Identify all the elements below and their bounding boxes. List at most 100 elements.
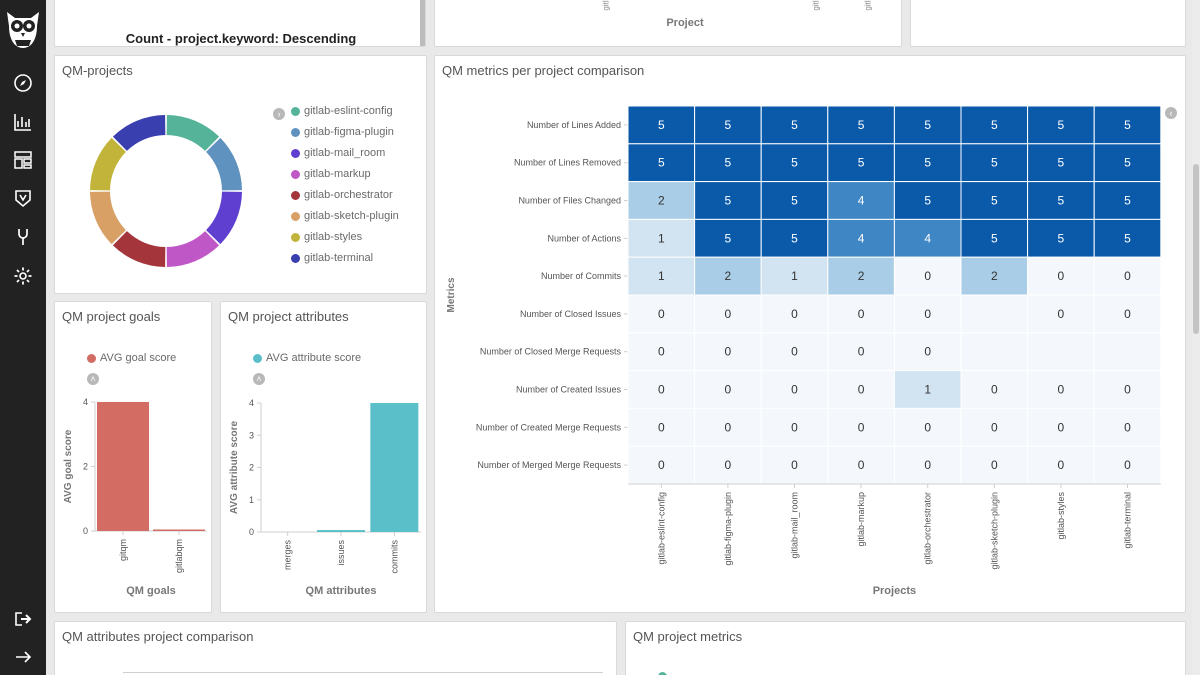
heatmap-cell xyxy=(960,181,1029,220)
x-tick-label: commits xyxy=(389,540,399,574)
heatmap-cell xyxy=(627,181,696,220)
legend-dot-icon xyxy=(291,232,300,242)
row-label: Number of Lines Removed xyxy=(514,158,621,168)
legend-dot-icon xyxy=(291,190,300,200)
cell-value: 5 xyxy=(1058,118,1065,132)
heatmap-cell xyxy=(760,256,829,296)
page-scrollbar[interactable] xyxy=(1192,0,1200,675)
cell-value: 5 xyxy=(658,156,665,170)
column-label: gitlab-mail_room xyxy=(790,492,800,559)
heatmap-cell xyxy=(760,105,829,145)
logout-icon[interactable] xyxy=(0,600,46,638)
heatmap-cell xyxy=(960,143,1029,183)
cell-value: 0 xyxy=(791,420,798,434)
cell-value: 5 xyxy=(991,194,998,208)
legend-item[interactable]: gitlab-figma-plugin xyxy=(291,126,394,138)
cell-value: 5 xyxy=(924,156,931,170)
expand-arrow-icon[interactable] xyxy=(0,638,46,675)
heatmap-cell xyxy=(827,105,895,145)
cell-value: 0 xyxy=(924,458,931,472)
legend-item[interactable]: gitlab-markup xyxy=(291,168,371,180)
legend-expand-icon[interactable]: ‹ xyxy=(1165,107,1177,119)
dashboard-icon[interactable] xyxy=(0,141,46,179)
bar xyxy=(370,403,419,532)
qm-heatmap-panel: QM metrics per project comparison ‹ Numb… xyxy=(434,55,1186,613)
heatmap-cell xyxy=(893,332,962,372)
heatmap-cell xyxy=(960,332,1029,372)
legend-item[interactable]: gitlab-sketch-plugin xyxy=(291,210,399,222)
heatmap-cell xyxy=(627,218,696,258)
timelion-shield-icon[interactable] xyxy=(0,179,46,217)
heatmap-cell xyxy=(1093,370,1162,409)
dev-tools-wrench-icon[interactable] xyxy=(0,218,46,256)
cell-value: 0 xyxy=(924,345,931,359)
cell-value: 5 xyxy=(725,118,732,132)
heatmap-cell xyxy=(694,332,762,372)
visualize-chart-icon[interactable] xyxy=(0,103,46,141)
heatmap-cell xyxy=(893,218,962,258)
legend-dot-icon xyxy=(658,672,667,675)
cell-value: 5 xyxy=(924,194,931,208)
column-label: gitlab-orchestrator xyxy=(923,492,933,565)
count-chart-title: Count - project.keyword: Descending xyxy=(125,31,357,46)
page-scrollbar-thumb[interactable] xyxy=(1193,164,1199,334)
legend-label: gitlab-terminal xyxy=(304,252,374,264)
cell-value: 5 xyxy=(658,118,665,132)
cell-value: 1 xyxy=(924,383,931,397)
legend-collapse-icon[interactable]: ˄ xyxy=(253,373,265,385)
heatmap-cell xyxy=(760,407,829,447)
cell-value: 2 xyxy=(658,194,665,208)
legend-item[interactable]: gitlab-orchestrator xyxy=(291,189,393,201)
cell-value: 0 xyxy=(1058,383,1065,397)
qm-projects-panel: QM-projects › gitlab-eslint-config gitlab… xyxy=(54,55,427,294)
heatmap-cell xyxy=(760,218,829,258)
attributes-legend-item[interactable]: AVG attribute score xyxy=(253,352,361,364)
cell-value: 5 xyxy=(924,118,931,132)
cell-value: 5 xyxy=(1124,156,1131,170)
y-tick-label: 2 xyxy=(83,462,88,472)
cell-value: 0 xyxy=(658,307,665,321)
settings-gear-icon[interactable] xyxy=(0,257,46,295)
legend-item[interactable]: gitlab-styles xyxy=(291,231,362,243)
cell-value: 0 xyxy=(858,458,865,472)
row-label: Number of Files Changed xyxy=(518,196,621,206)
cell-value: 5 xyxy=(1058,194,1065,208)
panel-scrollbar[interactable] xyxy=(420,0,425,46)
legend-label: gitlab-figma-plugin xyxy=(304,126,394,138)
pie-slice xyxy=(112,115,166,151)
row-label: Number of Lines Added xyxy=(527,120,621,130)
pie-slice xyxy=(206,191,242,245)
owl-logo-icon[interactable] xyxy=(3,6,43,50)
heatmap-cell xyxy=(893,294,962,334)
qm-projects-title: QM-projects xyxy=(62,63,133,78)
legend-collapse-icon[interactable]: ˄ xyxy=(87,373,99,385)
x-tick-label: gitlabqm xyxy=(174,539,184,573)
row-label: Number of Closed Issues xyxy=(520,309,622,319)
heatmap-cell xyxy=(827,143,895,183)
column-label: gitlab-sketch-plugin xyxy=(989,492,999,570)
cell-value: 5 xyxy=(791,231,798,245)
goals-legend-item[interactable]: AVG goal score xyxy=(87,352,176,364)
qm-projects-donut xyxy=(90,115,242,267)
heatmap-cell xyxy=(694,143,762,183)
y-tick-label: 0 xyxy=(249,527,254,537)
heatmap-cell xyxy=(827,294,895,334)
column-label: gitlab-figma-plugin xyxy=(723,492,733,566)
row-label: Number of Actions xyxy=(547,233,621,243)
legend-item[interactable]: gitlab-eslint-config xyxy=(291,105,393,117)
bar xyxy=(153,529,205,531)
legend-label: gitlab-eslint-config xyxy=(304,105,393,117)
legend-item[interactable]: gitlab-terminal xyxy=(291,252,373,264)
legend-dot-icon xyxy=(253,353,262,363)
x-axis-label: QM attributes xyxy=(306,585,377,597)
legend-collapse-icon[interactable]: › xyxy=(273,108,285,120)
cell-value: 5 xyxy=(858,156,865,170)
qm-attributes-comparison-panel: QM attributes project comparison xyxy=(54,621,617,675)
heatmap-cell xyxy=(893,105,962,145)
discover-compass-icon[interactable] xyxy=(0,64,46,102)
cell-value: 0 xyxy=(991,383,998,397)
legend-item[interactable]: gitlab-mail_room xyxy=(291,147,385,159)
x-tick-label: gitqm xyxy=(118,539,128,561)
x-axis-label: Projects xyxy=(873,585,916,597)
cell-value: 0 xyxy=(658,458,665,472)
